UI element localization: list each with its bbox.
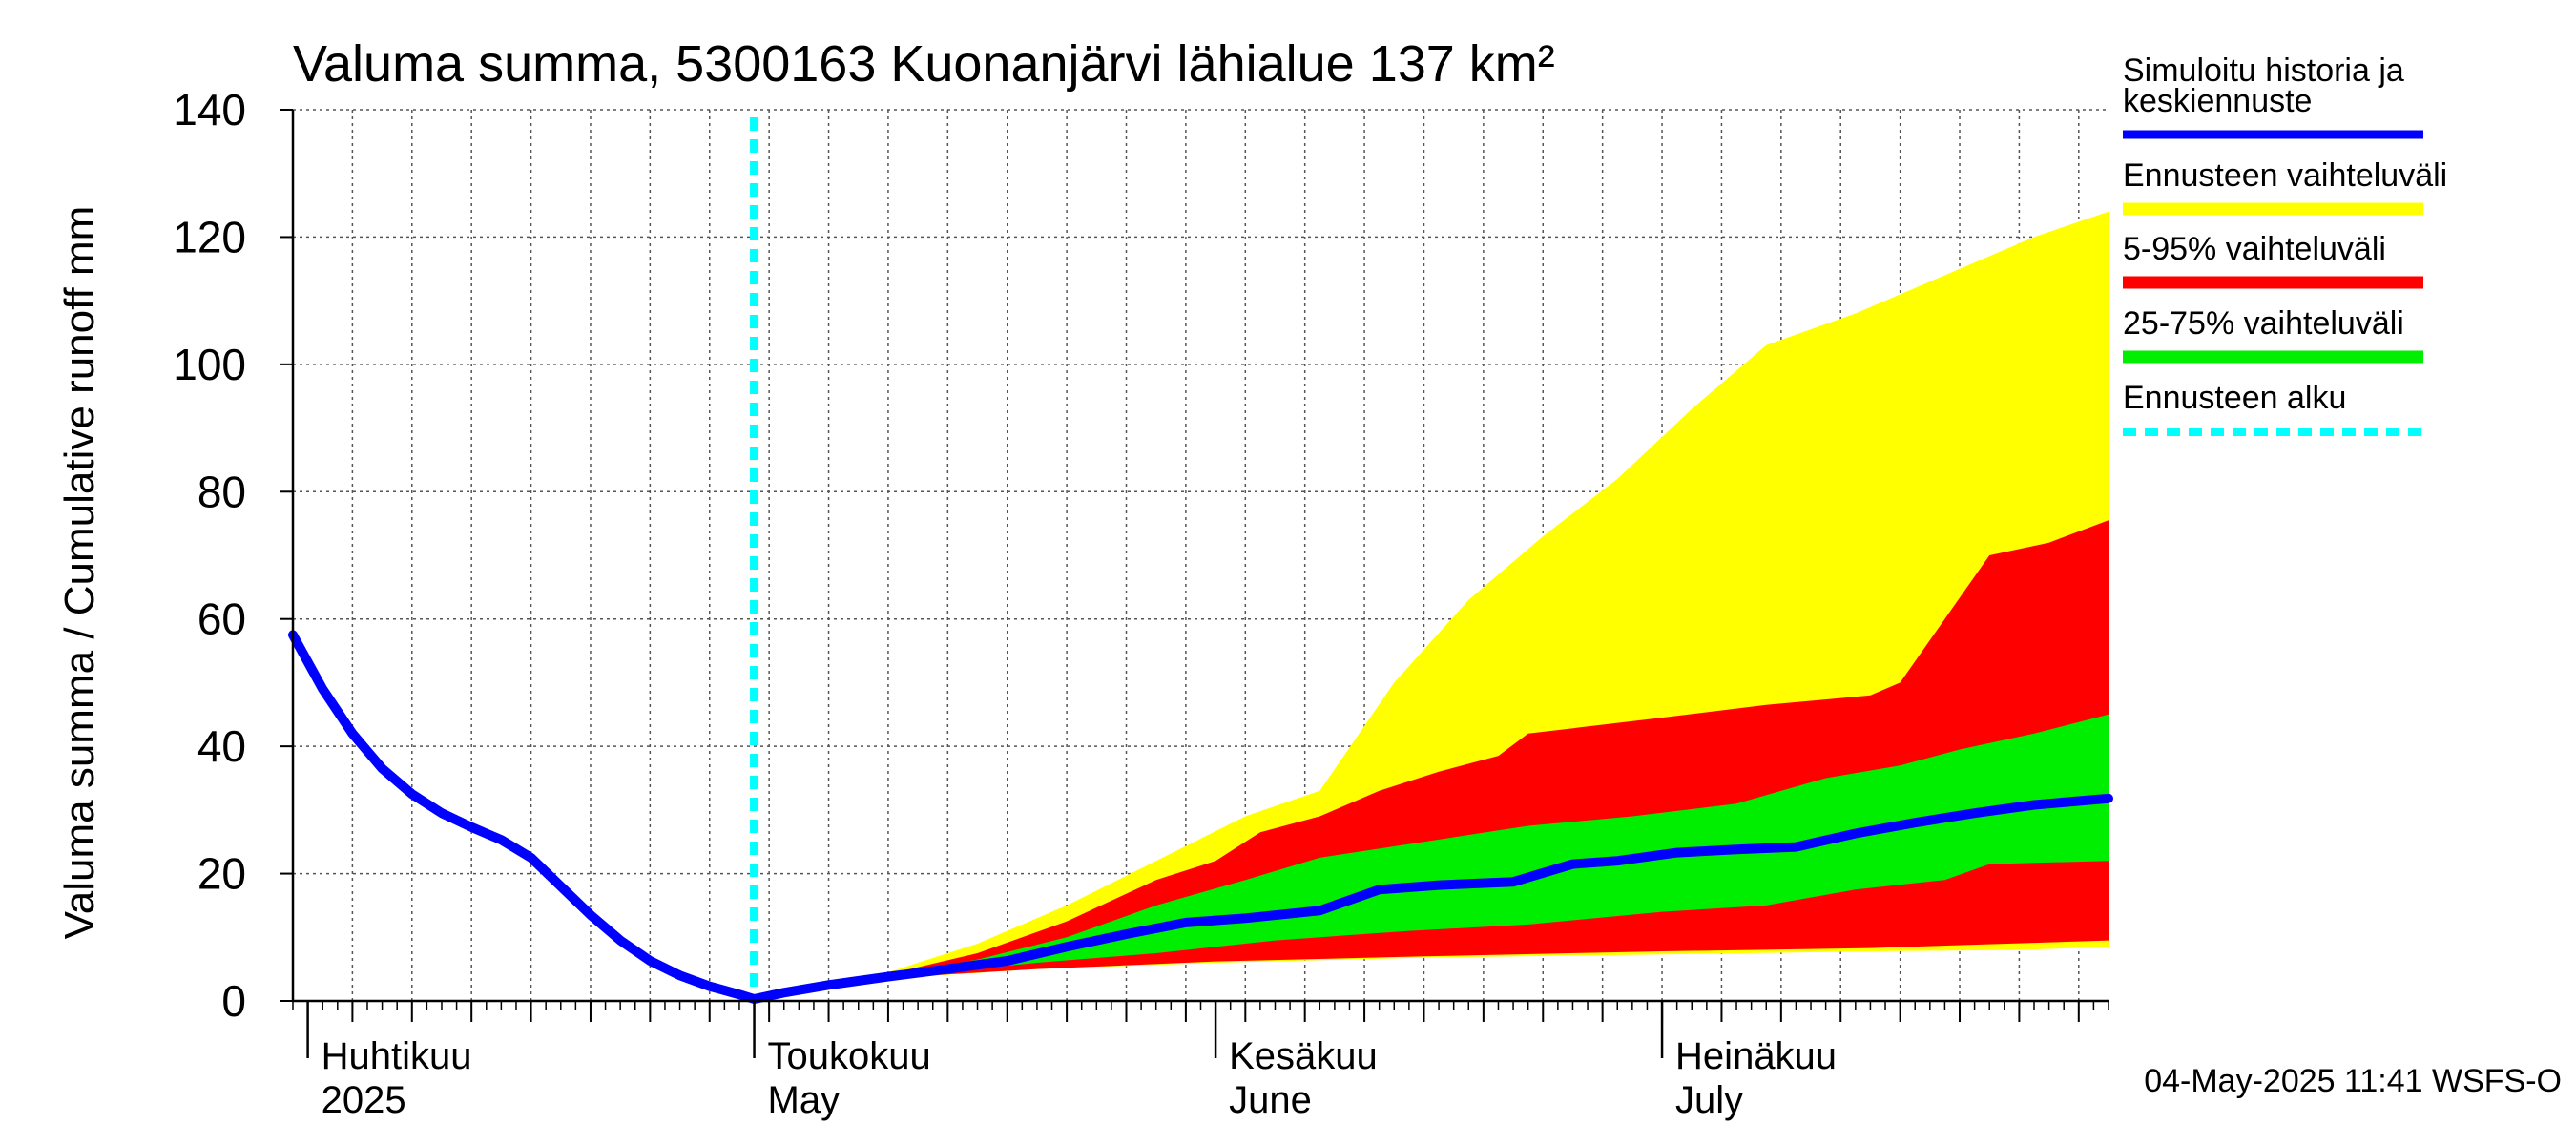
chart-title: Valuma summa, 5300163 Kuonanjärvi lähial…: [293, 35, 1555, 93]
y-axis-label: Valuma summa / Cumulative runoff mm: [56, 206, 103, 940]
y-tick-label: 140: [173, 85, 246, 135]
y-tick-label: 80: [197, 467, 246, 516]
series-line: [288, 630, 2113, 1004]
legend-label: Ennusteen vaihteluväli: [2123, 157, 2447, 194]
band-layer: [754, 211, 2109, 999]
band-25-75-vaihteluv-li: [754, 714, 2109, 999]
month-label-fi: Heinäkuu: [1675, 1035, 1837, 1077]
legend-label: Ennusteen alku: [2123, 380, 2346, 416]
month-label-en: July: [1675, 1079, 1743, 1121]
y-tick-label: 120: [173, 212, 246, 261]
month-label-en: May: [768, 1079, 841, 1121]
month-label-en: June: [1229, 1079, 1312, 1121]
timestamp: 04-May-2025 11:41 WSFS-O: [2144, 1063, 2562, 1099]
y-tick-label: 0: [221, 976, 246, 1026]
y-tick-label: 40: [197, 721, 246, 771]
y-tick-label: 20: [197, 849, 246, 899]
legend-label: 5-95% vaihteluväli: [2123, 231, 2386, 267]
month-label-fi: Huhtikuu: [322, 1035, 472, 1077]
y-tick-label: 60: [197, 594, 246, 644]
line-layer: [288, 117, 2113, 1004]
legend-label: keskiennuste: [2123, 83, 2312, 119]
legend-label: 25-75% vaihteluväli: [2123, 305, 2404, 342]
month-label-fi: Toukokuu: [768, 1035, 931, 1077]
month-label-fi: Kesäkuu: [1229, 1035, 1378, 1077]
y-tick-label: 100: [173, 340, 246, 389]
legend-label: Simuloitu historia ja: [2123, 52, 2404, 89]
month-label-en: 2025: [322, 1079, 406, 1121]
